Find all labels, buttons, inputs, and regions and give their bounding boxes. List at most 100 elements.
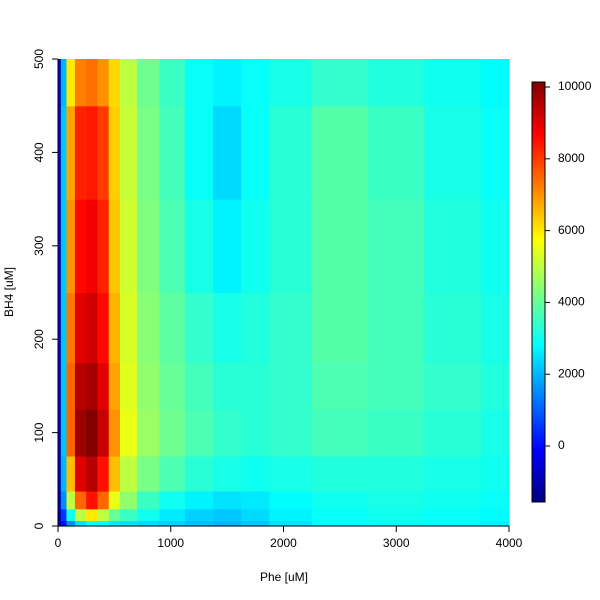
colorbar-tick-label: 6000: [558, 223, 585, 237]
heat-cell: [184, 508, 214, 521]
heat-cell: [368, 520, 426, 527]
heat-cell: [159, 520, 186, 527]
heat-cell: [136, 508, 161, 521]
heat-cell: [86, 105, 99, 200]
colorbar: [531, 81, 546, 503]
heat-cell: [424, 292, 482, 364]
heat-cell: [86, 490, 99, 510]
heat-cell: [136, 59, 161, 107]
heat-cell: [213, 455, 242, 492]
heat-cell: [97, 455, 110, 492]
heat-cell: [108, 490, 121, 510]
heat-cell: [424, 199, 482, 294]
heat-cell: [108, 508, 121, 521]
heat-cell: [311, 409, 369, 457]
heat-cell: [66, 362, 76, 410]
heat-cell: [136, 409, 161, 457]
heat-cell: [74, 105, 87, 200]
x-tick-label: 3000: [383, 536, 410, 550]
heat-cell: [97, 199, 110, 294]
heat-cell: [368, 508, 426, 521]
heat-cell: [424, 508, 482, 521]
heat-cell: [86, 455, 99, 492]
heat-cell: [269, 455, 313, 492]
heat-cell: [58, 409, 62, 457]
heat-cell: [108, 520, 121, 527]
heat-cell: [120, 362, 138, 410]
colorbar-tick-label: 4000: [558, 295, 585, 309]
heat-cell: [86, 59, 99, 107]
heat-cell: [86, 409, 99, 457]
heat-cell: [241, 455, 271, 492]
heat-cell: [97, 409, 110, 457]
heat-cell: [108, 409, 121, 457]
heat-cell: [60, 105, 68, 200]
heat-cell: [60, 199, 68, 294]
heat-cell: [97, 508, 110, 521]
heat-cell: [66, 292, 76, 364]
heat-cell: [311, 105, 369, 200]
heat-cell: [97, 105, 110, 200]
heat-cell: [213, 362, 242, 410]
heat-cell: [66, 105, 76, 200]
y-tick-label: 200: [32, 329, 46, 349]
heat-cell: [311, 292, 369, 364]
heat-cell: [60, 520, 68, 527]
heat-cell: [86, 508, 99, 521]
x-tick-label: 0: [55, 536, 62, 550]
heat-cell: [368, 455, 426, 492]
heat-cell: [424, 520, 482, 527]
heat-cell: [120, 199, 138, 294]
heat-cell: [120, 292, 138, 364]
heat-cell: [58, 59, 62, 107]
heat-cell: [269, 490, 313, 510]
heat-cell: [424, 409, 482, 457]
heat-cell: [480, 199, 510, 294]
heat-cell: [269, 362, 313, 410]
heat-cell: [60, 409, 68, 457]
heat-cell: [424, 362, 482, 410]
x-tick-label: 4000: [496, 536, 523, 550]
heat-cell: [241, 199, 271, 294]
heat-cell: [368, 199, 426, 294]
heat-cell: [97, 490, 110, 510]
heat-cell: [58, 362, 62, 410]
heat-cell: [58, 292, 62, 364]
heat-cell: [480, 105, 510, 200]
heat-cell: [424, 105, 482, 200]
heat-cell: [241, 59, 271, 107]
heat-cell: [480, 508, 510, 521]
heat-cell: [241, 362, 271, 410]
heat-cell: [86, 362, 99, 410]
heat-cell: [424, 59, 482, 107]
heat-cell: [184, 199, 214, 294]
y-tick-label: 0: [32, 522, 46, 529]
heat-cell: [269, 292, 313, 364]
heat-cell: [108, 59, 121, 107]
colorbar-tick-label: 10000: [558, 79, 592, 93]
heat-cell: [66, 59, 76, 107]
heat-cell: [368, 490, 426, 510]
heat-cell: [241, 292, 271, 364]
heat-cell: [159, 508, 186, 521]
heat-cell: [97, 362, 110, 410]
heat-cell: [311, 455, 369, 492]
heat-cell: [480, 520, 510, 527]
heat-cell: [213, 490, 242, 510]
heat-cell: [108, 455, 121, 492]
heat-cell: [184, 409, 214, 457]
heat-cell: [184, 59, 214, 107]
heat-cell: [368, 292, 426, 364]
heat-cell: [424, 455, 482, 492]
heat-cell: [184, 520, 214, 527]
heat-cell: [213, 409, 242, 457]
heat-cell: [311, 520, 369, 527]
heat-cell: [97, 520, 110, 527]
heat-cell: [58, 520, 62, 527]
heat-cell: [213, 508, 242, 521]
heat-cell: [120, 455, 138, 492]
heat-cell: [74, 508, 87, 521]
heat-cell: [311, 362, 369, 410]
heat-cell: [159, 59, 186, 107]
heat-cell: [241, 409, 271, 457]
